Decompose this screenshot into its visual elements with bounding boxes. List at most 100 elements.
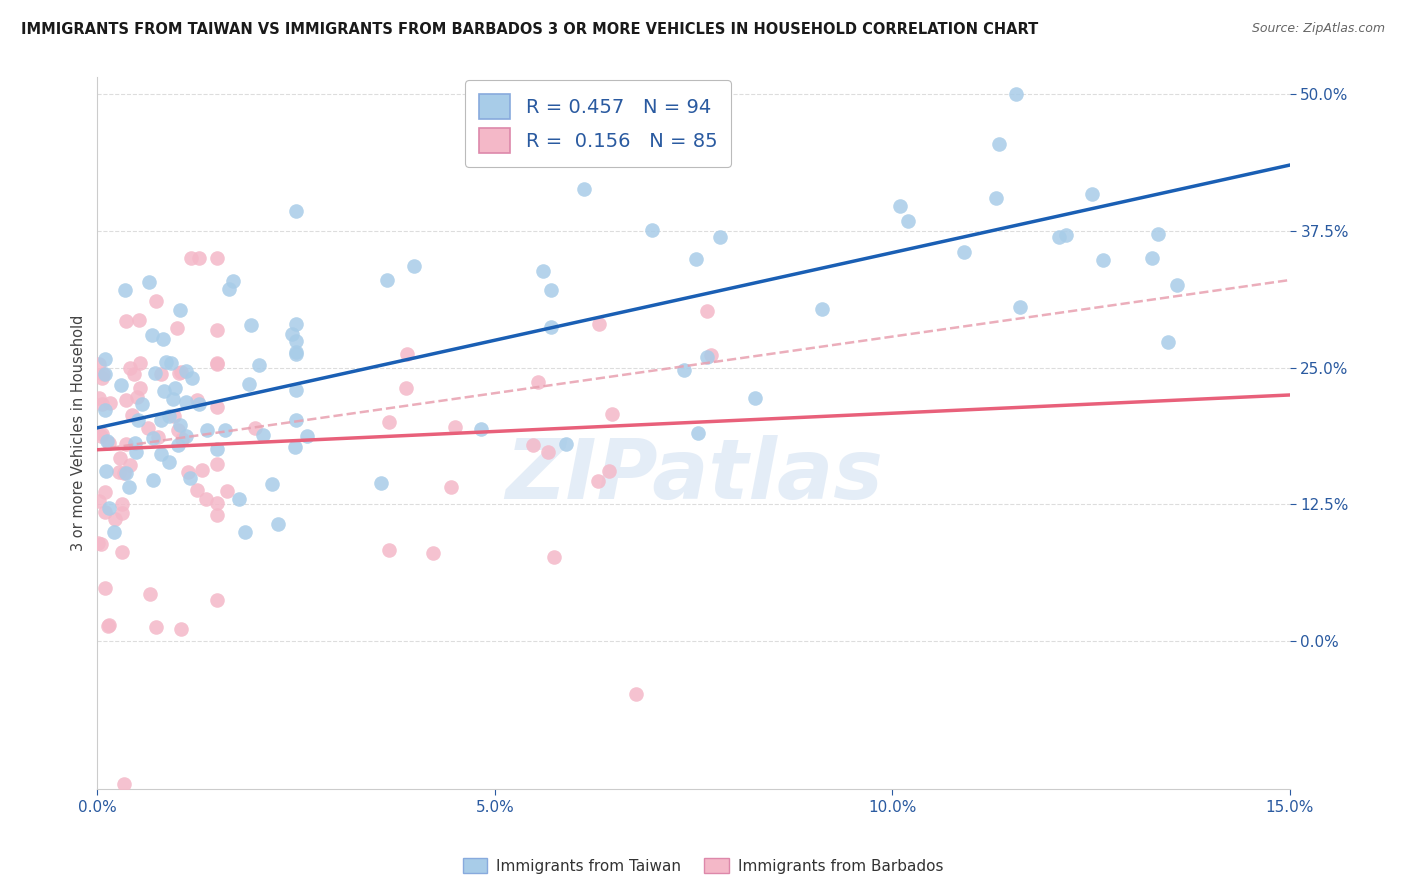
Point (889, 199, 911, 213)
Point (195, 423, 218, 437)
Point (1008, 300, 1031, 314)
Point (1047, 230, 1070, 244)
Point (222, 274, 245, 288)
Point (370, 475, 392, 490)
Point (170, 432, 193, 446)
Point (239, 318, 262, 333)
Point (207, 442, 229, 456)
Point (543, 549, 565, 564)
Point (97, 619, 120, 633)
Point (141, 327, 163, 342)
Point (169, 417, 191, 432)
Point (285, 413, 308, 427)
Point (696, 304, 718, 318)
Point (128, 356, 150, 370)
Point (205, 401, 228, 415)
Point (672, 363, 695, 377)
Point (125, 445, 148, 459)
Point (94, 582, 117, 596)
Point (1081, 186, 1104, 201)
Point (1005, 87, 1028, 101)
Point (252, 428, 274, 442)
Point (215, 483, 238, 498)
Point (709, 230, 731, 244)
Point (540, 319, 562, 334)
Point (117, 480, 139, 494)
Point (94, 352, 117, 367)
Legend: Immigrants from Taiwan, Immigrants from Barbados: Immigrants from Taiwan, Immigrants from … (457, 852, 949, 880)
Point (114, 314, 136, 328)
Point (540, 283, 562, 297)
Point (138, 276, 160, 290)
Point (641, 223, 664, 237)
Point (115, 466, 138, 480)
Point (624, 687, 647, 701)
Point (108, 450, 131, 465)
Point (125, 390, 148, 404)
Point (177, 465, 200, 479)
Point (145, 620, 167, 634)
Point (205, 508, 228, 522)
Point (87, 391, 110, 405)
Point (205, 323, 228, 337)
Point (111, 545, 134, 559)
Point (247, 358, 270, 372)
Point (700, 348, 723, 362)
Point (91, 371, 114, 385)
Point (191, 463, 214, 477)
Point (169, 622, 191, 636)
Point (157, 409, 180, 424)
Point (394, 381, 416, 395)
Point (128, 381, 150, 395)
Point (169, 366, 191, 380)
Point (87, 494, 110, 508)
Point (205, 496, 228, 510)
Point (285, 347, 308, 361)
Point (987, 136, 1010, 151)
Point (104, 512, 127, 526)
Point (527, 376, 550, 390)
Point (162, 392, 184, 407)
Point (150, 447, 173, 461)
Point (122, 367, 145, 381)
Point (284, 440, 307, 454)
Point (139, 587, 162, 601)
Legend: R = 0.457   N = 94, R =  0.156   N = 85: R = 0.457 N = 94, R = 0.156 N = 85 (465, 80, 731, 167)
Point (143, 366, 166, 380)
Point (159, 356, 181, 370)
Point (96, 464, 118, 478)
Point (245, 421, 267, 435)
Point (180, 251, 202, 265)
Point (111, 506, 134, 520)
Point (98, 396, 121, 410)
Point (166, 423, 188, 437)
Point (186, 483, 208, 497)
Point (166, 438, 188, 452)
Point (124, 435, 146, 450)
Point (897, 213, 920, 227)
Point (90, 537, 112, 551)
Point (194, 492, 217, 507)
Point (285, 383, 308, 397)
Point (94, 367, 117, 381)
Point (152, 333, 174, 347)
Point (169, 303, 191, 318)
Point (1054, 228, 1077, 243)
Point (238, 377, 260, 392)
Point (205, 251, 228, 265)
Point (598, 464, 620, 478)
Point (588, 317, 610, 331)
Point (1157, 334, 1180, 349)
Point (131, 397, 153, 411)
Point (174, 364, 197, 378)
Point (166, 321, 188, 335)
Point (260, 476, 283, 491)
Point (90, 429, 112, 443)
Point (1142, 251, 1164, 265)
Point (696, 350, 718, 364)
Point (118, 458, 141, 472)
Point (141, 474, 163, 488)
Point (115, 393, 138, 408)
Point (685, 252, 707, 267)
Point (439, 480, 461, 494)
